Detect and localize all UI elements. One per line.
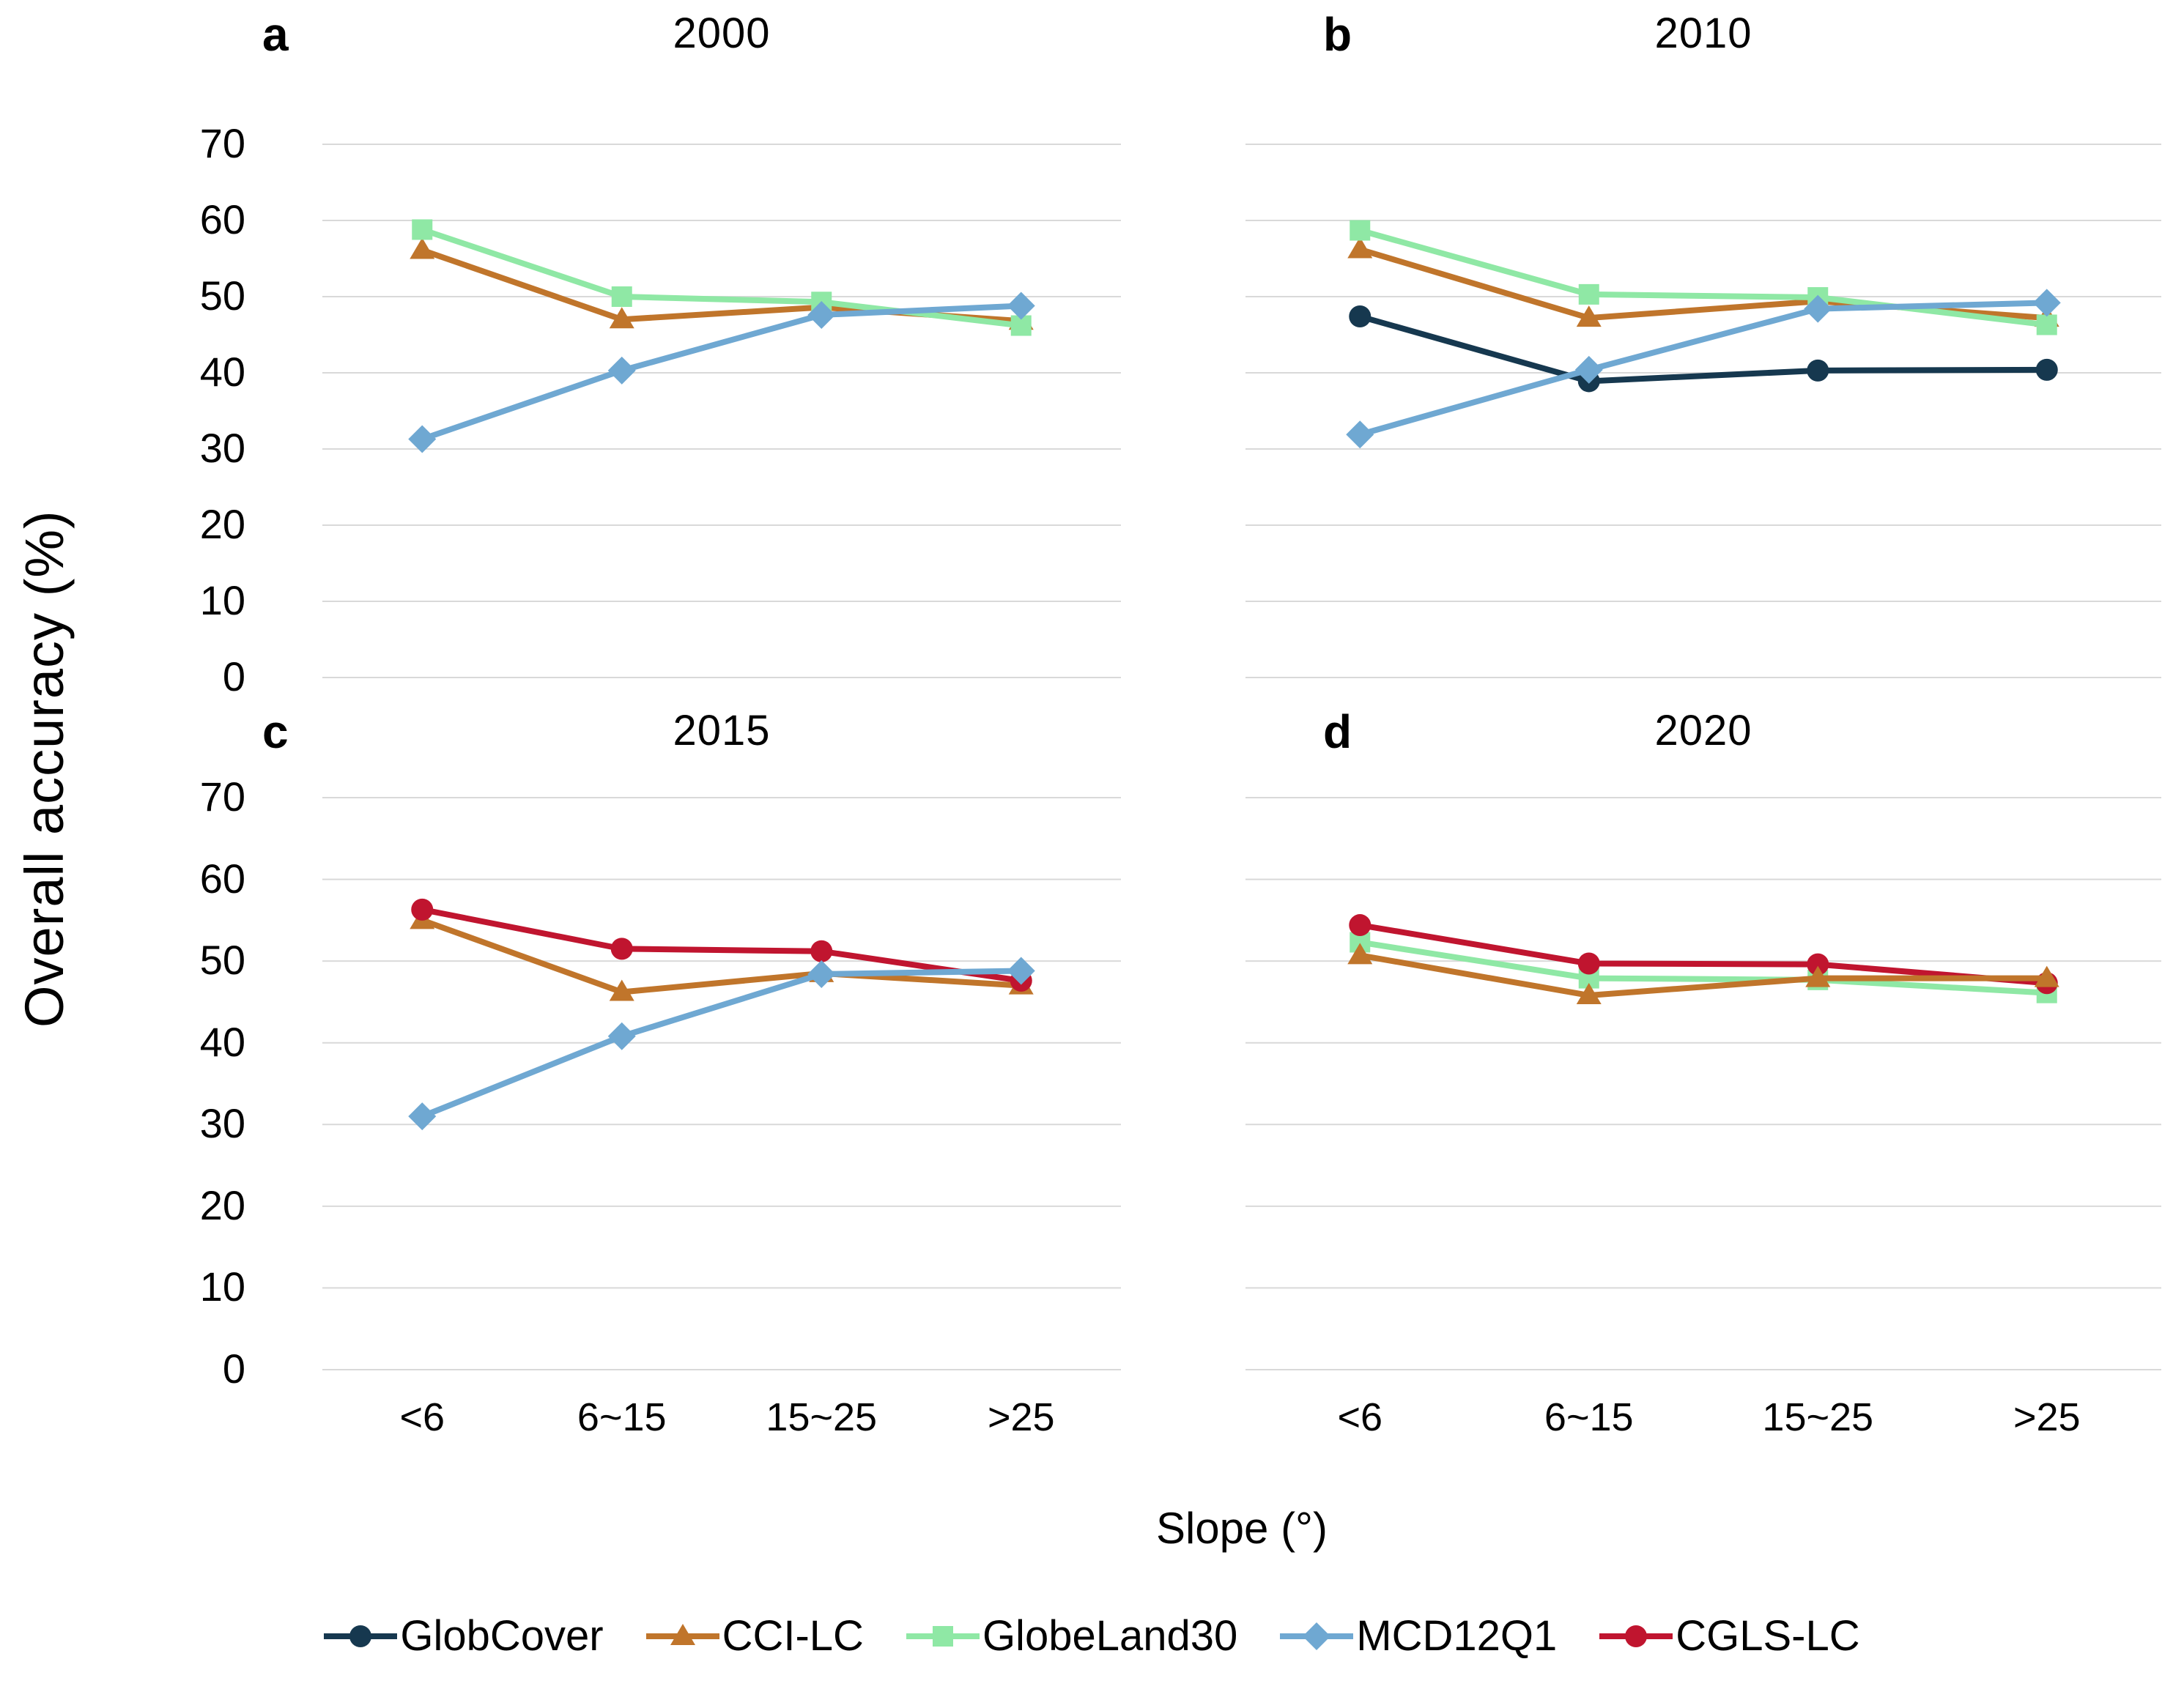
x-tick-label: >25 [987,1395,1055,1439]
panel-letter-d: d [1323,705,1352,758]
panel-letter-c: c [262,705,289,758]
series-MCD12Q1 [1346,289,2061,449]
legend-item-GlobCover: GlobCover [324,1611,604,1660]
series-CCI-LC [410,907,1034,1001]
plot-panel-b-2010 [1245,144,2161,678]
circle-legend-marker-icon [324,1625,398,1647]
panel-a-title: 2000 [673,10,771,57]
legend-item-MCD12Q1: MCD12Q1 [1280,1611,1557,1660]
x-tick-label: >25 [2013,1395,2081,1439]
panel-d-title: 2020 [1654,707,1752,754]
panel-c-title: 2015 [673,707,771,754]
legend-label: MCD12Q1 [1356,1612,1558,1660]
panel-letter-a: a [262,8,289,61]
y-tick-label: 0 [222,653,245,699]
y-tick-label: 20 [199,501,245,547]
triangle-legend-marker-icon [645,1623,719,1645]
legend-item-CGLS-LC: CGLS-LC [1599,1611,1860,1660]
y-tick-label: 60 [199,196,245,242]
square-legend-marker-icon [906,1625,980,1647]
panel-letter-b: b [1323,8,1352,61]
series-CGLS-LC [1349,914,2058,995]
plot-panel-c-2015 [322,797,1121,1370]
series-MCD12Q1 [408,957,1035,1131]
x-tick-label: 6~15 [577,1395,667,1439]
y-tick-label: 40 [199,349,245,395]
series-CCI-LC [1347,943,2059,1005]
y-tick-label: 40 [199,1018,245,1065]
y-tick-label: 10 [199,1263,245,1310]
circle-legend-marker-icon [1599,1625,1673,1647]
y-tick-label: 60 [199,855,245,902]
plot-panel-d-2020 [1245,797,2161,1370]
legend-item-CCI-LC: CCI-LC [645,1611,864,1660]
legend: GlobCover CCI-LC GlobeLand30 MCD12Q1 CGLS-LC [0,1611,2184,1660]
legend-item-GlobeLand30: GlobeLand30 [906,1611,1237,1660]
plot-panel-a-2000 [322,144,1121,678]
x-tick-label: 6~15 [1544,1395,1634,1439]
legend-label: CGLS-LC [1676,1612,1860,1660]
diamond-legend-marker-icon [1280,1622,1354,1650]
x-tick-label: <6 [1337,1395,1383,1439]
legend-label: CCI-LC [722,1612,864,1660]
x-tick-label: <6 [399,1395,445,1439]
series-MCD12Q1 [408,292,1035,453]
y-tick-label: 30 [199,425,245,471]
panel-b-title: 2010 [1654,10,1752,57]
y-axis-title: Overall accuracy (%) [14,510,75,1028]
y-tick-label: 0 [222,1345,245,1392]
series-GlobCover [1349,305,2058,393]
y-tick-label: 20 [199,1181,245,1228]
y-tick-label: 70 [199,773,245,820]
x-tick-label: 15~25 [766,1395,878,1439]
x-axis-title: Slope (°) [1155,1504,1328,1553]
y-tick-label: 50 [199,937,245,983]
y-tick-label: 10 [199,577,245,623]
y-tick-label: 50 [199,272,245,319]
x-tick-label: 15~25 [1762,1395,1874,1439]
legend-label: GlobCover [400,1612,604,1660]
y-tick-label: 70 [199,120,245,166]
legend-label: GlobeLand30 [982,1612,1238,1660]
y-tick-label: 30 [199,1100,245,1146]
